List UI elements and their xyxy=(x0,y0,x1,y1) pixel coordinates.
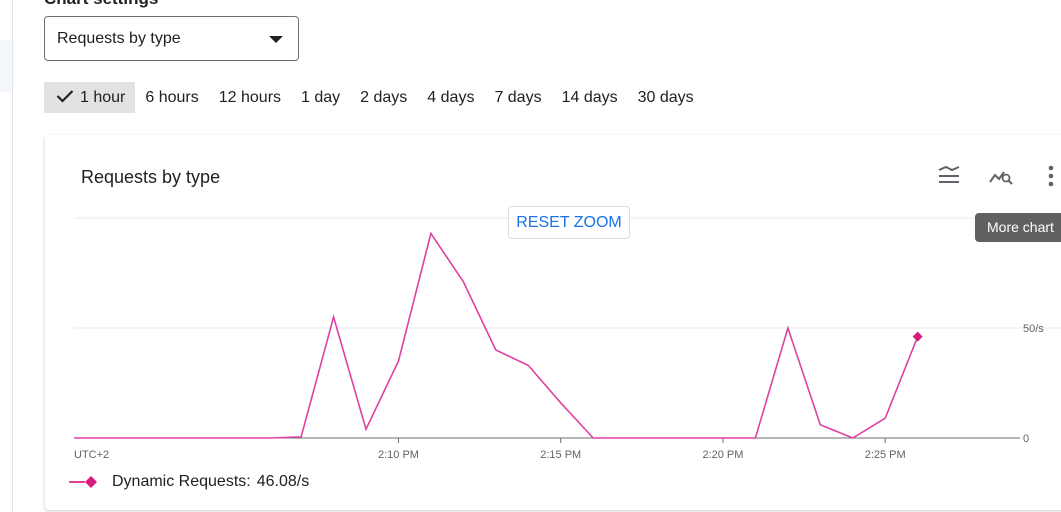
reset-zoom-button[interactable]: RESET ZOOM xyxy=(508,206,630,239)
legend-swatch xyxy=(69,476,97,488)
range-2-days[interactable]: 2 days xyxy=(350,82,417,113)
left-rail-selected-item[interactable] xyxy=(0,40,12,92)
range-label: 1 day xyxy=(301,89,341,106)
range-label: 6 hours xyxy=(145,89,199,106)
range-label: 1 hour xyxy=(80,89,126,106)
range-label: 2 days xyxy=(360,89,408,106)
range-4-days[interactable]: 4 days xyxy=(417,82,484,113)
legend-icon[interactable] xyxy=(936,163,962,189)
range-30-days[interactable]: 30 days xyxy=(628,82,704,113)
series-line-dynamic-requests xyxy=(74,231,919,439)
range-1-day[interactable]: 1 day xyxy=(291,82,350,113)
range-label: 4 days xyxy=(427,89,475,106)
dropdown-arrow-icon xyxy=(269,36,283,43)
chart-card: Requests by type 0 50/s UTC+2 2:10 PM 2:15 P… xyxy=(45,135,1061,510)
line-chart[interactable]: 0 50/s UTC+2 2:10 PM 2:15 PM 2:20 PM 2:25 PM xyxy=(45,135,1061,465)
chart-type-select[interactable]: Requests by type xyxy=(44,16,299,61)
range-6-hours[interactable]: 6 hours xyxy=(135,82,208,113)
range-label: 14 days xyxy=(561,89,618,106)
time-range-selector: 1 hour 6 hours 12 hours 1 day 2 days 4 d… xyxy=(44,82,704,113)
range-label: 12 hours xyxy=(218,89,282,106)
left-rail xyxy=(0,0,13,512)
chart-type-select-value: Requests by type xyxy=(57,30,181,47)
check-icon xyxy=(56,90,74,103)
more-vert-icon[interactable] xyxy=(1038,163,1061,189)
timezone-label: UTC+2 xyxy=(74,449,109,461)
range-7-days[interactable]: 7 days xyxy=(484,82,551,113)
x-tick-label: 2:15 PM xyxy=(540,449,581,461)
chart-title: Requests by type xyxy=(81,167,221,187)
chart-legend: Dynamic Requests: 46.08/s xyxy=(69,471,309,493)
range-label: 7 days xyxy=(494,89,542,106)
latest-data-point[interactable] xyxy=(912,331,923,342)
x-tick-label: 2:20 PM xyxy=(702,449,743,461)
y-tick-label: 50/s xyxy=(1023,323,1044,335)
explore-chart-icon[interactable] xyxy=(988,163,1014,189)
more-chart-tooltip: More chart xyxy=(975,213,1061,242)
legend-series-name: Dynamic Requests: xyxy=(112,473,251,490)
legend-series-value: 46.08/s xyxy=(256,473,310,490)
range-1-hour[interactable]: 1 hour xyxy=(44,82,136,113)
x-tick-label: 2:10 PM xyxy=(378,449,419,461)
section-title: Chart settings xyxy=(44,0,158,9)
range-12-hours[interactable]: 12 hours xyxy=(209,82,291,113)
range-label: 30 days xyxy=(637,89,694,106)
range-14-days[interactable]: 14 days xyxy=(552,82,628,113)
y-tick-label: 0 xyxy=(1023,433,1029,445)
x-tick-label: 2:25 PM xyxy=(865,449,906,461)
